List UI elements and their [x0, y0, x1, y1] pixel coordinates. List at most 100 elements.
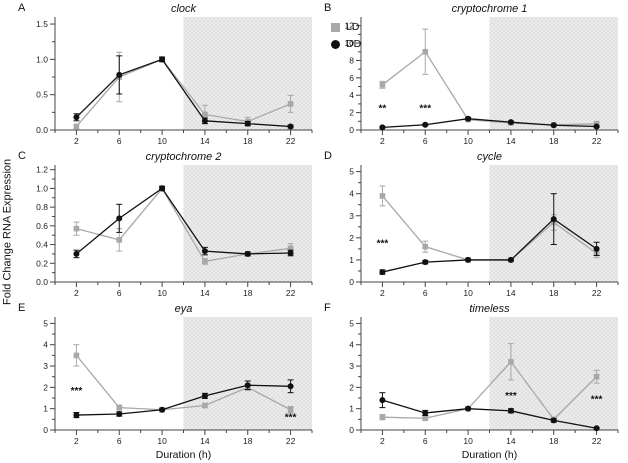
svg-text:0.0: 0.0 [36, 125, 48, 135]
svg-text:22: 22 [286, 288, 296, 298]
panel-letter: E [18, 302, 26, 314]
panel-C: C 0.0 0.2 0.4 0.6 0.8 1.0 1.2 2 6 10 14 18 22 cryptoc… [15, 148, 321, 300]
ld-square-marker-icon [331, 22, 340, 32]
svg-text:6: 6 [117, 288, 122, 298]
svg-text:0.2: 0.2 [36, 258, 48, 268]
svg-text:14: 14 [200, 136, 210, 146]
svg-text:Duration (h): Duration (h) [462, 449, 517, 461]
svg-text:22: 22 [592, 436, 602, 446]
svg-text:***: *** [419, 104, 431, 115]
svg-text:14: 14 [200, 436, 210, 446]
line-chart-eya: 0 1 2 3 4 5 2 6 10 14 18 22 eya Duration (h) *** *** [43, 303, 313, 461]
panel-letter: F [324, 302, 331, 314]
svg-text:2: 2 [349, 382, 354, 392]
svg-text:cryptochrome 2: cryptochrome 2 [146, 151, 222, 163]
svg-text:2: 2 [349, 233, 354, 243]
svg-text:10: 10 [345, 38, 355, 48]
svg-text:5: 5 [43, 318, 48, 328]
panel-E: E 0 1 2 3 4 5 2 6 10 14 18 22 eya Duration (h) *** *** [15, 300, 321, 463]
svg-text:5: 5 [349, 318, 354, 328]
svg-text:18: 18 [549, 436, 559, 446]
legend-item-dd: DD [331, 38, 361, 50]
svg-text:***: *** [285, 412, 297, 423]
svg-text:0: 0 [349, 425, 354, 435]
svg-text:22: 22 [592, 288, 602, 298]
svg-text:0.8: 0.8 [36, 202, 48, 212]
svg-text:22: 22 [286, 436, 296, 446]
panel-letter: D [324, 150, 332, 162]
svg-text:eya: eya [175, 303, 193, 315]
svg-text:clock: clock [171, 3, 197, 15]
svg-text:1.0: 1.0 [36, 54, 48, 64]
svg-text:1: 1 [349, 404, 354, 414]
svg-text:0.5: 0.5 [36, 90, 48, 100]
svg-text:cycle: cycle [477, 151, 502, 163]
panel-letter: B [324, 2, 332, 14]
legend-label-dd: DD [346, 38, 362, 50]
svg-text:6: 6 [423, 288, 428, 298]
line-chart-cycle: 0 1 2 3 4 5 2 6 10 14 18 22 cycle *** [349, 151, 619, 298]
svg-text:2: 2 [43, 382, 48, 392]
svg-text:3: 3 [349, 361, 354, 371]
svg-text:10: 10 [157, 288, 167, 298]
panel-letter: C [18, 150, 26, 162]
svg-text:cryptochrome 1: cryptochrome 1 [452, 3, 528, 15]
svg-text:2: 2 [74, 436, 79, 446]
svg-text:1: 1 [43, 404, 48, 414]
panel-D: D 0 1 2 3 4 5 2 6 10 14 18 22 cycle *** [321, 148, 627, 300]
line-chart-clock: 0.0 0.5 1.0 1.5 2 6 10 14 18 22 clock [36, 3, 313, 146]
svg-text:0: 0 [43, 425, 48, 435]
svg-text:1: 1 [349, 255, 354, 265]
panels-grid: A 0.0 0.5 1.0 1.5 2 6 10 14 18 22 clock B 0 2 4 6 8 10 1… [15, 0, 627, 463]
svg-text:4: 4 [43, 340, 48, 350]
panel-A: A 0.0 0.5 1.0 1.5 2 6 10 14 18 22 clock [15, 0, 321, 148]
svg-text:18: 18 [243, 288, 253, 298]
svg-text:2: 2 [74, 136, 79, 146]
svg-text:6: 6 [423, 136, 428, 146]
svg-text:14: 14 [506, 136, 516, 146]
svg-text:2: 2 [380, 136, 385, 146]
svg-text:14: 14 [506, 288, 516, 298]
line-chart-cryptochrome-2: 0.0 0.2 0.4 0.6 0.8 1.0 1.2 2 6 10 14 18 22 cryptochr… [36, 151, 313, 298]
svg-text:0.4: 0.4 [36, 240, 48, 250]
svg-text:18: 18 [549, 136, 559, 146]
legend-label-ld: LD [346, 21, 360, 33]
svg-text:***: *** [505, 391, 517, 402]
panel-letter: A [18, 2, 26, 14]
svg-text:18: 18 [549, 288, 559, 298]
svg-text:4: 4 [349, 340, 354, 350]
svg-text:18: 18 [243, 136, 253, 146]
svg-text:3: 3 [349, 211, 354, 221]
svg-text:Duration (h): Duration (h) [156, 449, 211, 461]
svg-text:0: 0 [349, 277, 354, 287]
legend-item-ld: LD [331, 21, 361, 33]
svg-text:14: 14 [200, 288, 210, 298]
legend: LD DD [331, 21, 361, 50]
dd-circle-marker-icon [331, 39, 340, 49]
svg-text:22: 22 [286, 136, 296, 146]
svg-text:6: 6 [349, 73, 354, 83]
svg-text:18: 18 [243, 436, 253, 446]
y-axis-label: Fold Change RNA Expression [1, 158, 14, 305]
svg-text:10: 10 [157, 136, 167, 146]
svg-text:0: 0 [349, 125, 354, 135]
svg-text:10: 10 [157, 436, 167, 446]
line-chart-timeless: 0 1 2 3 4 5 2 6 10 14 18 22 timeless Duration (h) *** *… [349, 303, 619, 461]
svg-text:***: *** [377, 239, 389, 250]
svg-text:10: 10 [463, 136, 473, 146]
svg-text:14: 14 [506, 436, 516, 446]
svg-text:6: 6 [117, 136, 122, 146]
svg-text:12: 12 [345, 21, 355, 31]
svg-text:1.2: 1.2 [36, 165, 48, 175]
svg-text:timeless: timeless [469, 303, 510, 315]
svg-text:8: 8 [349, 55, 354, 65]
svg-text:0.0: 0.0 [36, 277, 48, 287]
svg-text:2: 2 [380, 288, 385, 298]
svg-text:22: 22 [592, 136, 602, 146]
svg-text:1.5: 1.5 [36, 19, 48, 29]
svg-text:**: ** [379, 104, 387, 115]
svg-text:1.0: 1.0 [36, 183, 48, 193]
svg-text:0.6: 0.6 [36, 221, 48, 231]
